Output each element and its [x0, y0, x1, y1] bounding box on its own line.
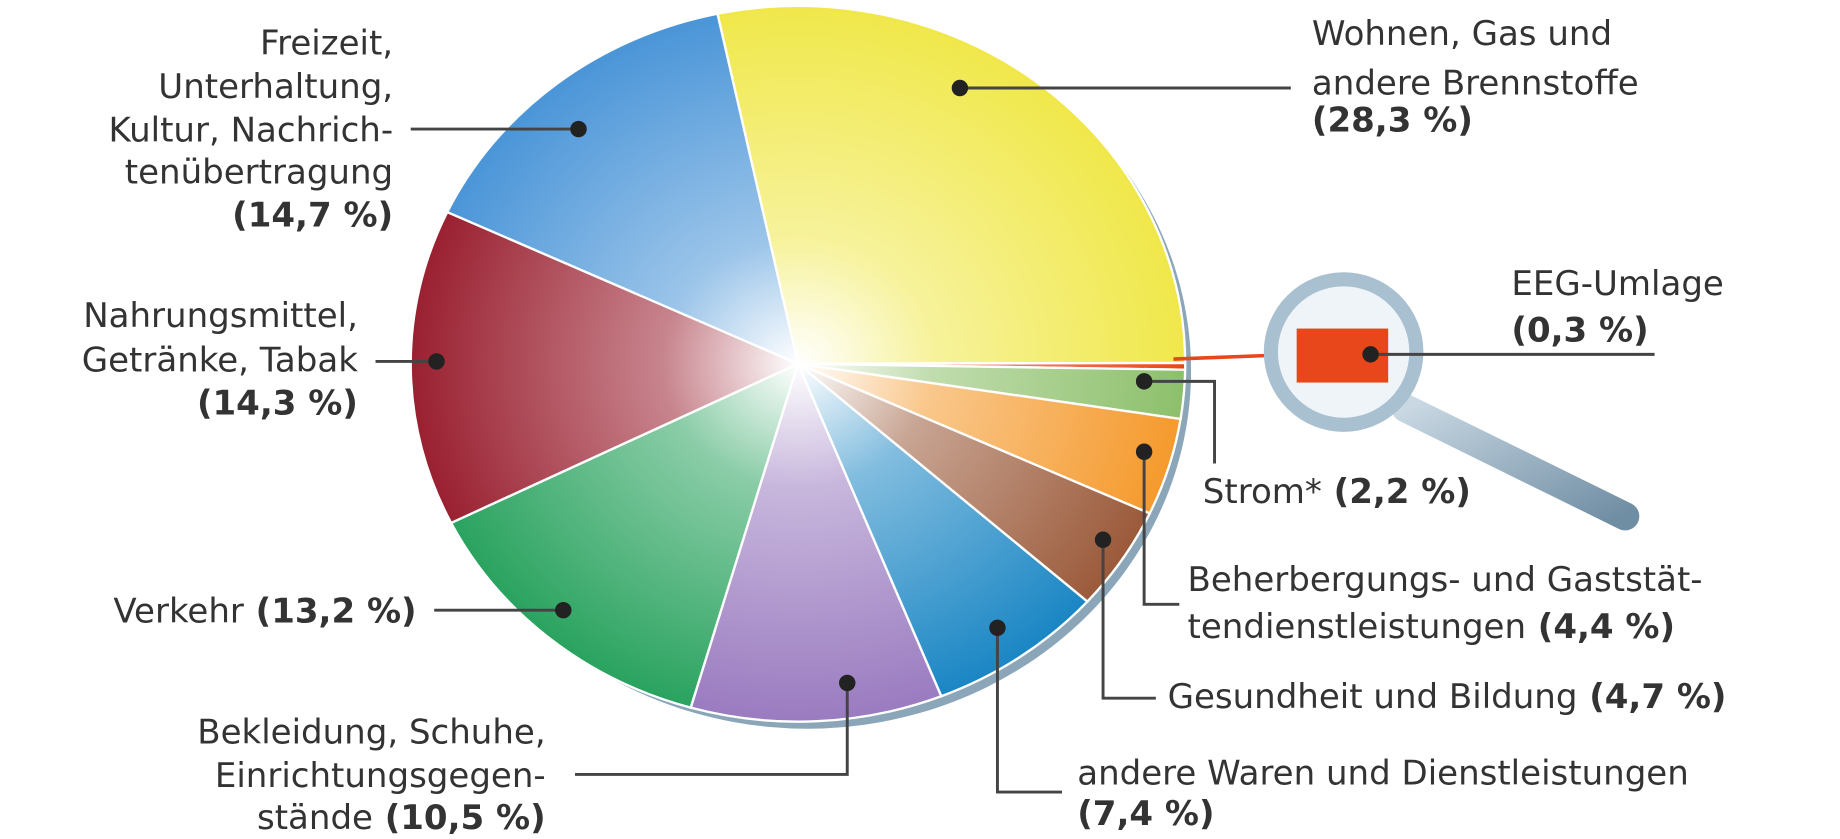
slice-label-line: tendienstleistungen — [1188, 606, 1527, 646]
body: Wohnen, Gas und andere Brennstoffe(28,3 %… — [0, 0, 1840, 839]
leader-dot — [1136, 373, 1152, 389]
slice-label-line: Bekleidung, Schuhe, — [197, 712, 545, 752]
slice-label-line: Gesundheit und Bildung — [1168, 677, 1578, 717]
slice-label-line: Wohnen, Gas und — [1312, 14, 1612, 54]
slice-label-line: Freizeit, — [260, 23, 393, 63]
slice-label-line: Nahrungsmittel, — [83, 295, 358, 335]
leader-dot — [428, 353, 444, 369]
slice-label: Kultur, Nachrich- — [108, 110, 393, 150]
leader-dot — [570, 121, 586, 137]
slice-label-line: Kultur, Nachrich- — [108, 110, 393, 150]
slice-label-line: Einrichtungsgegen- — [215, 755, 546, 795]
slice-label: Gesundheit und Bildung (4,7 %) — [1168, 677, 1727, 717]
slice-label-line: stände — [257, 798, 373, 838]
value-label: (10,5 %) — [385, 798, 546, 838]
slice-label: Verkehr (13,2 %) — [113, 591, 416, 631]
slice-label: Einrichtungsgegen- — [215, 755, 546, 795]
slice-label: andere Brennstoffe — [1312, 63, 1639, 103]
leader-dot — [952, 80, 968, 96]
slice-label-line: tenübertragung — [125, 152, 393, 192]
pie — [411, 6, 1185, 722]
value-label: (13,2 %) — [256, 591, 417, 631]
slice-label-line: Strom* — [1203, 471, 1322, 511]
leader-dot — [1095, 532, 1111, 548]
chart: Wohnen, Gas und andere Brennstoffe(28,3 %… — [0, 0, 1840, 839]
value-label: (2,2 %) — [1334, 471, 1471, 511]
slice-label: andere Waren und Dienstleistungen — [1077, 753, 1689, 793]
slice-label: Beherbergungs- und Gaststät- — [1188, 559, 1703, 599]
slice-label-line: andere Waren und Dienstleistungen — [1077, 753, 1689, 793]
slice-label-line: Getränke, Tabak — [82, 340, 358, 380]
slice-label-line: EEG-Umlage — [1511, 264, 1723, 304]
value-label: (7,4 %) — [1077, 794, 1214, 834]
leader-dot — [1136, 444, 1152, 460]
value-label: (14,7 %) — [232, 196, 393, 236]
slice-label: tenübertragung — [125, 152, 393, 192]
slice-label-line: Beherbergungs- und Gaststät- — [1188, 559, 1703, 599]
slice-label: Strom* (2,2 %) — [1203, 471, 1471, 511]
slice-label-line: Unterhaltung, — [158, 67, 393, 107]
slice-label: Bekleidung, Schuhe, — [197, 712, 545, 752]
value-label: (4,4 %) — [1538, 606, 1675, 646]
leader-dot — [989, 620, 1005, 636]
value-label: (0,3 %) — [1511, 311, 1648, 351]
slice-label: EEG-Umlage — [1511, 264, 1723, 304]
leader-dot — [555, 602, 571, 618]
slice-label: Nahrungsmittel, — [83, 295, 358, 335]
slice-label-line: andere Brennstoffe — [1312, 63, 1639, 103]
leader-dot — [1362, 346, 1378, 362]
slice-label: tendienstleistungen (4,4 %) — [1188, 606, 1676, 646]
slice-label: Getränke, Tabak — [82, 340, 358, 380]
slice-label-line: Verkehr — [113, 591, 244, 631]
slice-label: stände (10,5 %) — [257, 798, 546, 838]
leader-dot — [839, 675, 855, 691]
value-label: (28,3 %) — [1312, 101, 1473, 141]
slice-label: Wohnen, Gas und — [1312, 14, 1612, 54]
value-label: (14,3 %) — [197, 383, 358, 423]
slice-label: Unterhaltung, — [158, 67, 393, 107]
value-label: (4,7 %) — [1589, 677, 1726, 717]
page: Pie chart {"chart_data": {"type": "pie",… — [0, 0, 1840, 839]
pie-slice — [717, 6, 1185, 364]
slice-label: Freizeit, — [260, 23, 393, 63]
